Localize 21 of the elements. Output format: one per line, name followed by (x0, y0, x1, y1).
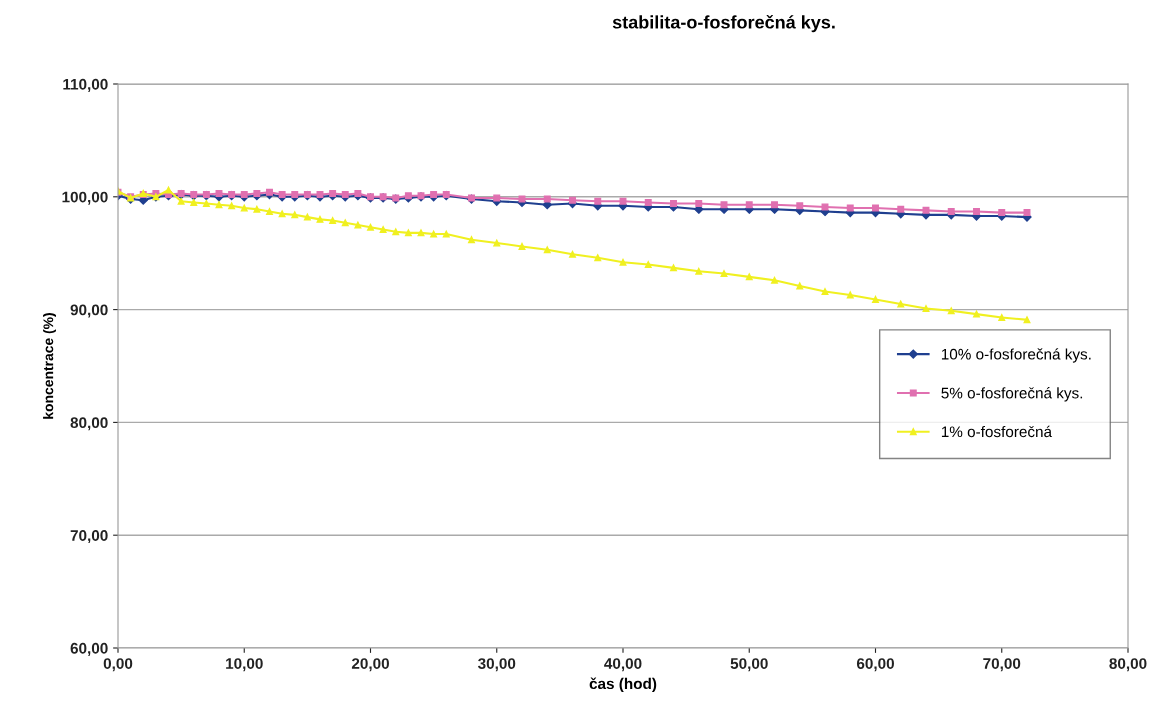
y-tick-label: 110,00 (63, 78, 108, 92)
x-tick-label: 40,00 (604, 658, 642, 672)
legend-label: 10% o-fosforečná kys. (941, 348, 1091, 363)
x-tick-label: 20,00 (351, 658, 389, 672)
y-tick-label: 70,00 (70, 530, 108, 544)
y-axis-title: koncentrace (%) (43, 313, 56, 419)
x-tick-label: 80,00 (1109, 658, 1147, 672)
x-axis-title: čas (hod) (589, 677, 657, 693)
x-tick-label: 0,00 (103, 658, 133, 672)
x-tick-label: 50,00 (730, 658, 768, 672)
legend-label: 1% o-fosforečná (941, 425, 1053, 438)
x-tick-label: 10,00 (226, 658, 263, 672)
y-tick-label: 90,00 (70, 304, 108, 318)
x-tick-label: 60,00 (856, 658, 894, 672)
chart-title: stabilita-o-fosforečná kys. (612, 14, 835, 33)
y-tick-label: 100,00 (62, 191, 108, 205)
y-tick-label: 80,00 (70, 417, 108, 431)
legend-label: 5% o-fosforečná kys. (941, 387, 1083, 402)
x-tick-label: 70,00 (983, 658, 1021, 672)
x-tick-label: 30,00 (477, 658, 516, 672)
y-tick-label: 60,00 (70, 642, 108, 656)
